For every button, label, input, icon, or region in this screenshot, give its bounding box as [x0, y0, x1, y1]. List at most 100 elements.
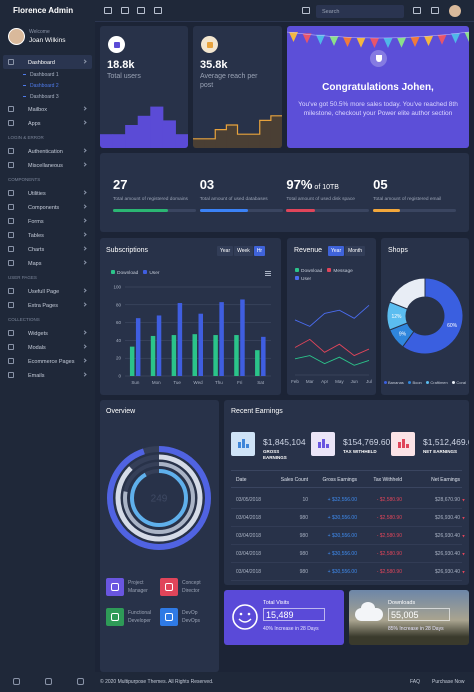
team-icon[interactable]: [160, 608, 178, 626]
menu-item[interactable]: Components: [3, 200, 92, 214]
topbar-icon[interactable]: [413, 7, 421, 14]
topbar-icon[interactable]: [137, 7, 145, 14]
team-icon[interactable]: [106, 608, 124, 626]
menu-item[interactable]: Forms: [3, 214, 92, 228]
menu-item[interactable]: Dashboard: [3, 55, 92, 69]
menu-label: Modals: [28, 344, 46, 351]
earnings-label: TAX WITHHELD: [343, 449, 377, 454]
earnings-icon-bar: [322, 439, 325, 448]
earnings-label: GROSS EARNINGS: [263, 449, 287, 460]
spark-step: [259, 120, 272, 148]
smiley-mouth: [238, 618, 252, 623]
x-tick-label: Jun: [351, 379, 359, 384]
chevron: [82, 218, 87, 223]
table-header: Gross Earnings: [322, 477, 357, 483]
value-label: 12%: [391, 314, 402, 320]
legend-swatch: [143, 270, 148, 274]
revenue-card: Revenue Year Month Download Message User Feb Ma…: [287, 238, 376, 395]
menu-heading: COLLECTIONS: [8, 317, 40, 322]
table-cell: $26,930.40: [434, 515, 460, 521]
menu-item[interactable]: Widgets: [3, 326, 92, 340]
submenu-dash: [23, 96, 26, 97]
legend-label: Bananas: [388, 380, 404, 385]
legend-label: User: [301, 276, 312, 282]
menu-item[interactable]: Charts: [3, 242, 92, 256]
menu-label: Dashboard: [28, 59, 55, 66]
menu-icon: [8, 288, 14, 294]
flag: [343, 36, 352, 47]
spark-step: [226, 125, 238, 148]
series-line: [294, 305, 370, 327]
flag: [464, 32, 469, 42]
tab[interactable]: Month: [345, 246, 366, 256]
flag: [356, 37, 366, 48]
tab[interactable]: Year: [328, 246, 345, 256]
flag: [329, 35, 339, 46]
stat-value-row: 27: [113, 175, 127, 194]
footer-link[interactable]: FAQ: [410, 679, 421, 685]
menu-item[interactable]: Apps: [3, 116, 92, 130]
menu-label: Maps: [28, 260, 42, 267]
bar: [219, 302, 224, 376]
x-tick-label: Apr: [321, 379, 329, 384]
table-cell: $26,930.40: [434, 551, 460, 557]
chevron: [82, 106, 87, 111]
table-cell: + $30,556.00: [327, 515, 357, 521]
menu-heading: LOGIN & ERROR: [8, 135, 44, 140]
menu-icon: [8, 106, 14, 112]
bunting-string: [287, 31, 469, 39]
info-note: 40% Increase in 28 Days: [263, 626, 319, 632]
topbar-icon[interactable]: [431, 7, 439, 14]
submenu-item[interactable]: Dashboard 1: [3, 69, 92, 80]
spark-step: [112, 134, 126, 148]
menu-item[interactable]: Tables: [3, 228, 92, 242]
menu-item[interactable]: Miscellaneous: [3, 158, 92, 172]
menu-item[interactable]: Authentication: [3, 144, 92, 158]
menu-item[interactable]: Extra Pages: [3, 298, 92, 312]
team-title: DevOp: [182, 610, 198, 616]
spark-step: [175, 134, 188, 148]
team-icon[interactable]: [106, 578, 124, 596]
topbar-icon[interactable]: [104, 7, 112, 14]
card-title: Subscriptions: [106, 247, 149, 254]
stat-label: Total amount of used disk space: [286, 197, 355, 202]
team-icon[interactable]: [160, 578, 178, 596]
card-title: Overview: [106, 408, 136, 415]
earnings-icon-bar: [246, 444, 249, 448]
table-cell: 980: [299, 515, 308, 521]
menu-item[interactable]: Maps: [3, 256, 92, 270]
topbar-icon[interactable]: [154, 7, 162, 14]
menu-item[interactable]: Modals: [3, 340, 92, 354]
earnings-icon-bar: [238, 442, 241, 448]
tab[interactable]: Year: [217, 246, 234, 256]
info-note: 85% Increase in 28 Days: [388, 626, 444, 632]
sidebar-icon[interactable]: [77, 678, 84, 685]
copyright: © 2020 Multipurpose Themes. All Rights R…: [100, 679, 214, 685]
progress-track: [199, 209, 283, 212]
sidebar-icon[interactable]: [45, 678, 52, 685]
topbar-avatar[interactable]: [449, 5, 461, 17]
menu-item[interactable]: Mailbox: [3, 102, 92, 116]
y-tick-label: 60: [116, 320, 122, 325]
topbar-icon[interactable]: [302, 7, 310, 14]
menu-item[interactable]: Ecommerce Pages: [3, 354, 92, 368]
tab[interactable]: Hr: [253, 246, 266, 256]
search-box[interactable]: Search: [316, 5, 404, 18]
tab[interactable]: Week: [234, 246, 253, 256]
menu-item[interactable]: Emails: [3, 368, 92, 382]
menu-label: Tables: [28, 232, 44, 239]
trend-marker: [462, 498, 465, 502]
info-value: 55,005: [388, 608, 450, 621]
submenu-item[interactable]: Dashboard 2: [3, 80, 92, 91]
sidebar-icon[interactable]: [13, 678, 20, 685]
shops-card: Shops 60% 9% 12% Bananas Boon Craftimen Coral: [381, 238, 469, 395]
menu-item[interactable]: Utilities: [3, 186, 92, 200]
topbar-icon[interactable]: [121, 7, 129, 14]
menu-heading: USER PAGES: [8, 275, 37, 280]
legend: Download User: [111, 270, 231, 277]
submenu-dash: [23, 85, 26, 86]
footer-link[interactable]: Purchase Now: [432, 679, 465, 685]
trophy: [370, 50, 387, 67]
menu-item[interactable]: Usefull Page: [3, 284, 92, 298]
submenu-item[interactable]: Dashboard 3: [3, 91, 92, 102]
